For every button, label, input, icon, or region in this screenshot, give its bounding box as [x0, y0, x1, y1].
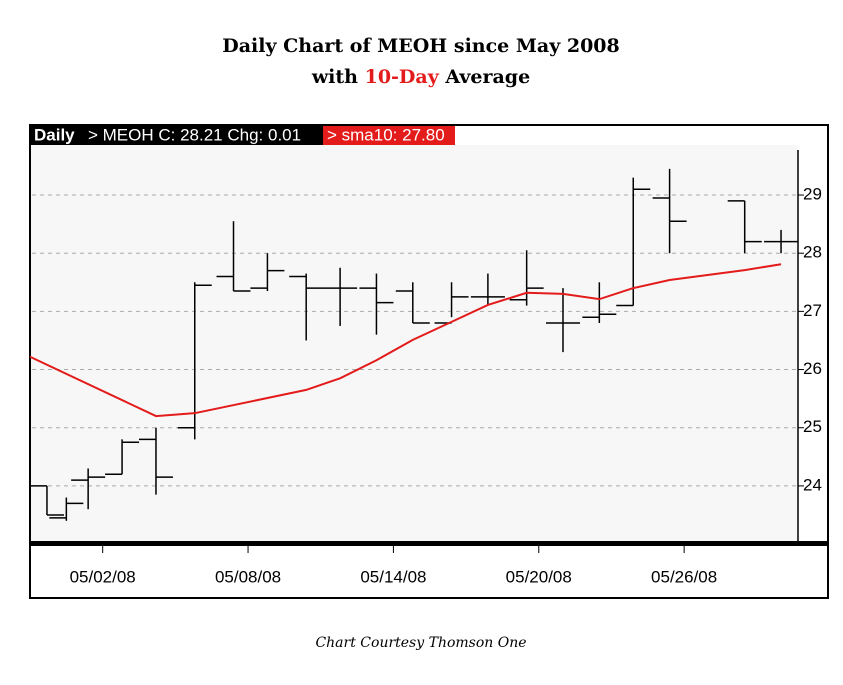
header-period: Daily [34, 125, 75, 144]
header-quote-bg [83, 126, 323, 145]
x-tick-label: 05/02/08 [70, 567, 136, 586]
subtitle-part: with [311, 66, 358, 88]
header-quote: > MEOH C: 28.21 Chg: 0.01 [88, 125, 301, 144]
subtitle-highlight: 10-Day [365, 66, 440, 88]
x-axis [31, 541, 828, 546]
y-tick-label: 27 [803, 301, 822, 320]
header-sma-bg [323, 126, 455, 145]
chart-subtitle: with 10-Day Average [311, 66, 530, 88]
header-sma: > sma10: 27.80 [327, 125, 445, 144]
x-tick-label: 05/20/08 [506, 567, 572, 586]
x-tick-label: 05/14/08 [360, 567, 426, 586]
chart-title: Daily Chart of MEOH since May 2008 [222, 35, 620, 57]
x-tick-label: 05/26/08 [651, 567, 717, 586]
header-period-bg [31, 126, 83, 145]
y-tick-label: 25 [803, 417, 822, 436]
y-tick-label: 24 [803, 475, 822, 494]
y-tick-label: 29 [803, 185, 822, 204]
x-tick-label: 05/08/08 [215, 567, 281, 586]
plot-area [31, 145, 798, 542]
y-tick-label: 28 [803, 243, 822, 262]
sma-line [29, 263, 782, 418]
y-tick-label: 26 [803, 359, 822, 378]
subtitle-part: Average [444, 66, 530, 88]
footer: Chart Courtesy Thomson One [315, 635, 526, 651]
